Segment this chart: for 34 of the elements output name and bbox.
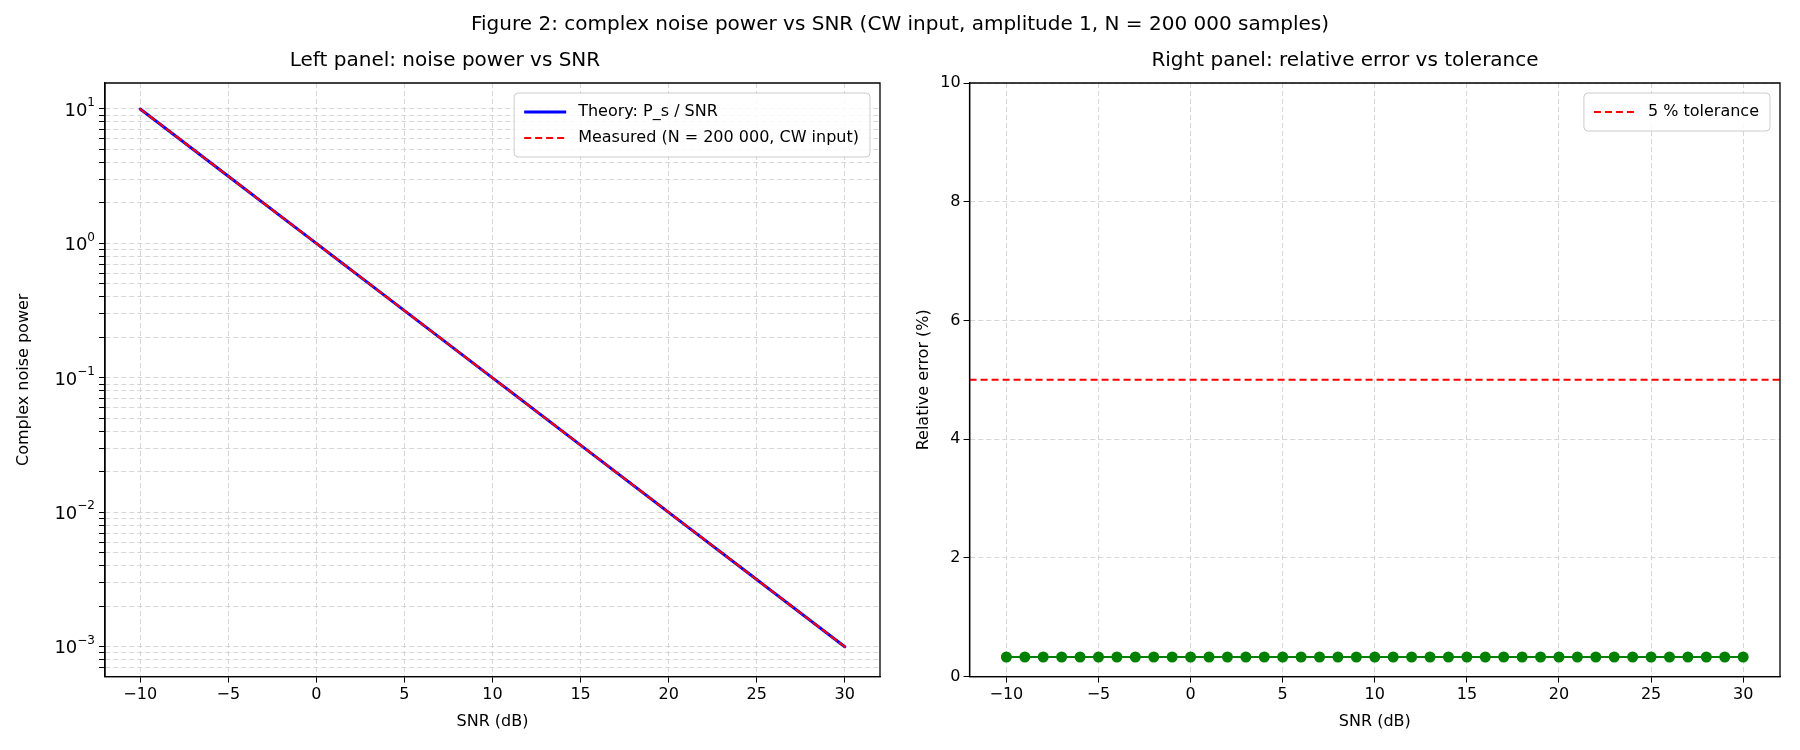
x-tick-label: −5 bbox=[1086, 684, 1111, 704]
legend-label: Measured (N = 200 000, CW input) bbox=[578, 127, 859, 147]
x-tick-label: 25 bbox=[746, 684, 767, 704]
caption: Figure 2: complex noise power vs SNR (CW input, amplitude 1, N = 200 000 samples) bbox=[470, 10, 1330, 37]
x-tick-label: 30 bbox=[834, 684, 855, 704]
chart-title: Right panel: relative error vs tolerance bbox=[1151, 47, 1539, 72]
y-axis-title: Relative error (%) bbox=[912, 309, 932, 451]
x-tick-label: 0 bbox=[1185, 684, 1196, 704]
x-tick-label: 0 bbox=[311, 684, 322, 704]
y-tick-label: 10 bbox=[940, 72, 961, 92]
legend-label: Theory: P_s / SNR bbox=[577, 101, 718, 122]
x-tick-label: 25 bbox=[1640, 684, 1662, 704]
x-axis-title: SNR (dB) bbox=[456, 710, 529, 730]
x-tick-label: 10 bbox=[1364, 684, 1385, 704]
x-tick-label: −10 bbox=[123, 684, 158, 704]
x-tick-label: 20 bbox=[1548, 684, 1570, 704]
y-tick-label: 2 bbox=[950, 547, 961, 567]
x-axis-title: SNR (dB) bbox=[1338, 710, 1411, 730]
x-tick-label: 15 bbox=[1456, 684, 1478, 704]
x-tick-label: 5 bbox=[1277, 684, 1288, 704]
y-tick-label: 8 bbox=[950, 190, 961, 210]
chart-title: Left panel: noise power vs SNR bbox=[289, 47, 601, 72]
x-tick-label: 5 bbox=[399, 684, 410, 704]
x-tick-label: −5 bbox=[216, 684, 241, 704]
y-axis-title: Complex noise power bbox=[12, 293, 32, 466]
legend-label: 5 % tolerance bbox=[1647, 101, 1760, 121]
x-tick-label: 30 bbox=[1732, 684, 1754, 704]
x-tick-label: 20 bbox=[658, 684, 679, 704]
x-tick-label: −10 bbox=[989, 684, 1024, 704]
x-tick-label: 10 bbox=[482, 684, 503, 704]
y-tick-label: 6 bbox=[950, 309, 961, 329]
x-tick-label: 15 bbox=[570, 684, 591, 704]
y-tick-label: 0 bbox=[950, 665, 961, 685]
y-tick-label: 4 bbox=[950, 428, 961, 448]
